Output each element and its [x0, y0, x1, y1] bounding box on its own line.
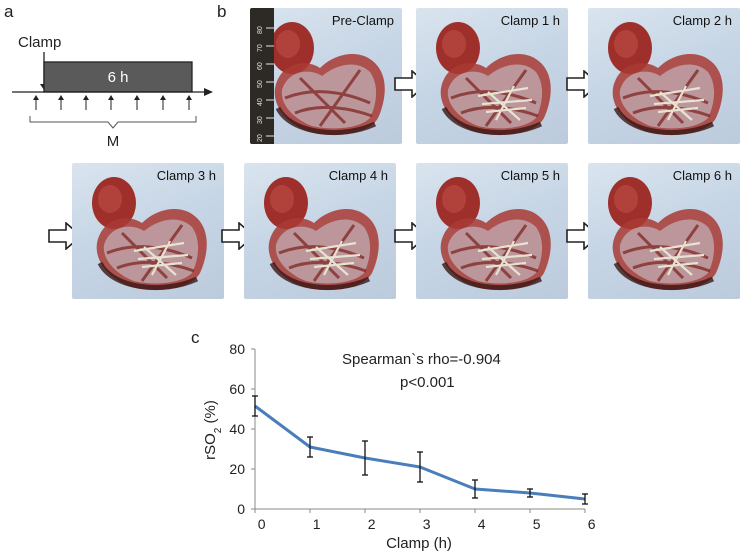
ruler-tick-label: 50 — [257, 80, 264, 88]
y-tick-label: 40 — [229, 421, 245, 437]
measurement-arrow — [160, 95, 166, 110]
y-axis-title: rSO2 (%) — [202, 400, 224, 460]
y-axis-title-main: rSO — [202, 433, 219, 460]
clamp-duration-bar — [43, 61, 193, 93]
y-axis-title-sub: 2 — [213, 427, 224, 433]
chart-marks — [252, 395, 588, 505]
error-bar — [307, 436, 313, 458]
x-axis-title: Clamp (h) — [386, 535, 452, 552]
y-tick-label: 0 — [237, 501, 245, 517]
panel-b-label: b — [217, 2, 227, 21]
x-tick-label: 1 — [313, 516, 321, 532]
photo-clamp-3h: Clamp 3 h — [72, 163, 224, 299]
panel-c-label: c — [191, 328, 200, 347]
photo-caption: Clamp 4 h — [328, 168, 388, 183]
measurement-arrow — [58, 95, 64, 110]
measurement-arrow — [33, 95, 39, 110]
y-tick-label: 20 — [229, 461, 245, 477]
error-bar — [582, 493, 588, 505]
x-tick-label: 0 — [258, 516, 266, 532]
error-bar — [362, 440, 368, 476]
chart-axes: 0 20 40 60 80 0 1 2 3 4 5 6 — [229, 341, 595, 532]
x-tick-label: 4 — [478, 516, 486, 532]
error-bar — [417, 451, 423, 483]
spearman-annotation: Spearman`s rho=-0.904 — [342, 351, 501, 368]
photo-caption: Clamp 2 h — [672, 13, 732, 28]
measurement-arrow — [108, 95, 114, 110]
measurement-bracket — [29, 116, 197, 129]
x-tick-label: 3 — [423, 516, 431, 532]
photo-clamp-4h: Clamp 4 h — [244, 163, 396, 299]
ruler-tick-label: 20 — [257, 134, 264, 142]
ruler-tick-label: 60 — [257, 62, 264, 70]
photo-pre-clamp: 20 30 40 50 60 70 80 Pre-Clamp — [250, 8, 402, 144]
timeline-diagram: Clamp 6 h M — [12, 34, 213, 150]
ruler: 20 30 40 50 60 70 80 — [250, 8, 274, 144]
x-tick-label: 2 — [368, 516, 376, 532]
x-tick-label: 6 — [588, 516, 596, 532]
ruler-tick-label: 40 — [257, 98, 264, 106]
panel-a-label: a — [4, 2, 14, 21]
ruler-scale: 20 30 40 50 60 70 80 — [257, 26, 274, 142]
ruler-tick-label: 30 — [257, 116, 264, 124]
p-value-annotation: p<0.001 — [400, 374, 455, 391]
photo-caption: Clamp 1 h — [500, 13, 560, 28]
photo-caption: Clamp 6 h — [672, 168, 732, 183]
measurement-arrow — [186, 95, 192, 110]
y-tick-label: 80 — [229, 341, 245, 357]
measurement-label: M — [107, 133, 120, 150]
ruler-tick-label: 70 — [257, 44, 264, 52]
error-bar — [472, 479, 478, 499]
photo-clamp-2h: Clamp 2 h — [588, 8, 740, 144]
photo-caption: Clamp 5 h — [500, 168, 560, 183]
measurement-arrow — [134, 95, 140, 110]
photo-clamp-6h: Clamp 6 h — [588, 163, 740, 299]
measurement-arrow — [83, 95, 89, 110]
photo-caption: Pre-Clamp — [331, 13, 394, 28]
error-bar — [252, 395, 258, 417]
error-bar — [527, 488, 533, 498]
duration-label: 6 h — [108, 69, 129, 86]
photo-caption: Clamp 3 h — [156, 168, 216, 183]
ruler-tick-label: 80 — [257, 26, 264, 34]
y-axis-title-tail: (%) — [202, 400, 219, 428]
time-axis-arrowhead — [204, 88, 213, 96]
photo-clamp-1h: Clamp 1 h — [416, 8, 568, 144]
photo-clamp-5h: Clamp 5 h — [416, 163, 568, 299]
x-tick-label: 5 — [533, 516, 541, 532]
measurement-arrows — [33, 95, 192, 110]
clamp-label: Clamp — [18, 34, 61, 51]
y-tick-label: 60 — [229, 381, 245, 397]
